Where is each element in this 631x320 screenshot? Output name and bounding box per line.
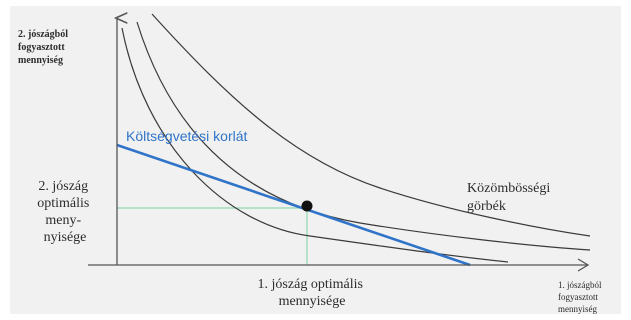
y-axis-label: 2. jószágból fogyasztott mennyiség [18,29,71,66]
x-axis-label: 1. jószágból fogyasztott mennyiség [558,280,604,314]
budget-line [116,143,471,267]
x-axis-arrow-icon [577,258,590,272]
figure-background [10,6,621,314]
optimum-point [301,200,313,212]
budget-constraint-label: Költségvetési korlát [126,128,248,144]
indifference-curve-2 [136,21,591,251]
indifference-curve-3 [151,13,591,237]
x-optimal-quantity-label: 1. jószág optimális mennyisége [258,277,367,309]
indifference-curves-label: Közömbösségi görbék [467,181,554,214]
indifference-curve-1 [121,27,509,263]
y-optimal-quantity-label: 2. jószág optimális meny- nyisége [37,179,93,245]
